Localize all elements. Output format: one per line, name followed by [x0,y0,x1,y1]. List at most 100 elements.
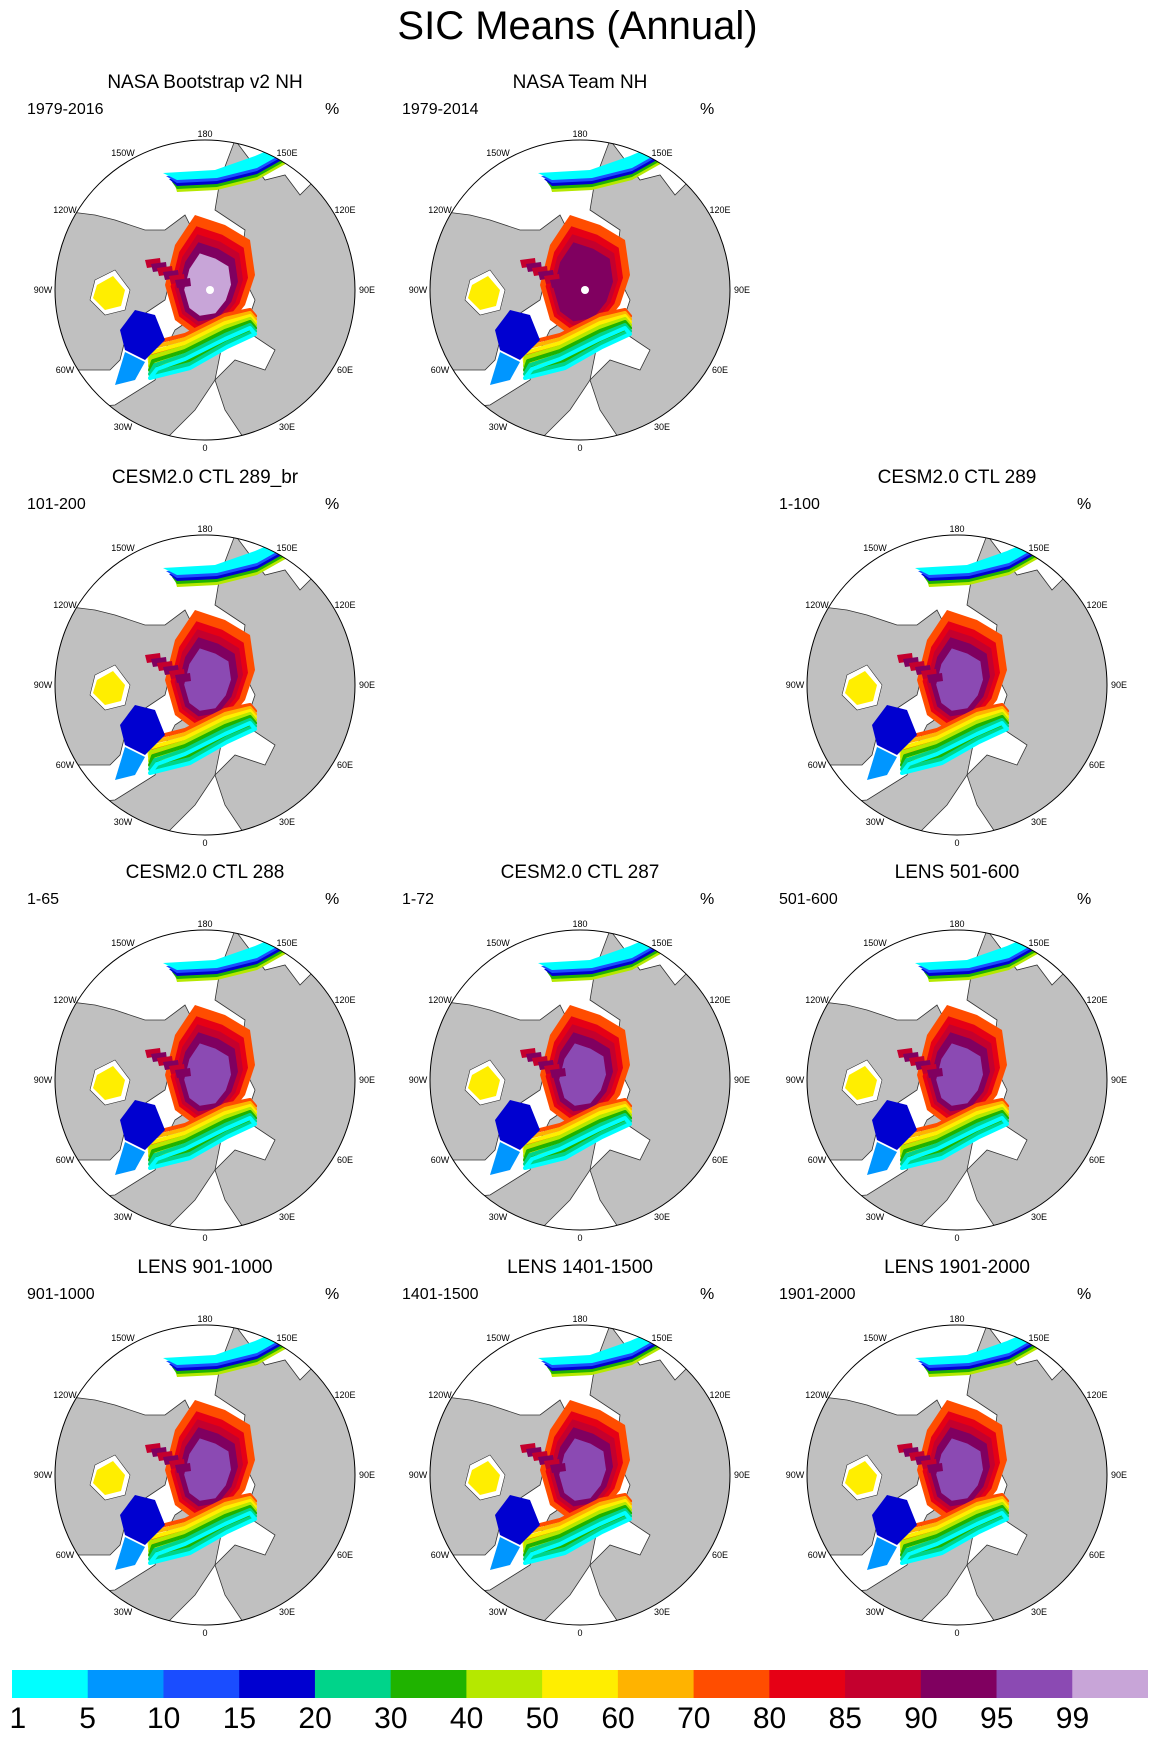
panel-period: 1401-1500 [402,1286,479,1303]
ice-marginal-band [523,326,632,380]
longitude-label: 120W [428,995,452,1005]
longitude-label: 90W [34,1075,53,1085]
ice-baffin-bay [495,310,540,360]
map-content [807,930,1107,1230]
longitude-label: 60E [712,1155,728,1165]
colorbar-label: 1 [9,1702,27,1735]
longitude-label: 90W [34,1470,53,1480]
ice-core [936,648,983,711]
colorbar-swatch [466,1670,543,1698]
ice-hudson-bay [93,1066,125,1100]
ice-baffin-bay [872,1100,917,1150]
ice-baffin-bay [495,1100,540,1150]
longitude-label: 150W [863,938,887,948]
map-content [55,1325,355,1625]
panel-unit: % [700,1286,715,1303]
ice-pacific-sector [915,1328,1041,1365]
ice-labrador-sea [115,1537,145,1570]
ice-pacific-sector [163,933,289,970]
ice-hudson-bay [93,671,125,705]
panel-title: CESM2.0 CTL 288 [125,862,285,883]
longitude-label: 150W [486,1333,510,1343]
map-content [807,1325,1107,1625]
longitude-label: 120W [428,205,452,215]
map-panel-nasa-bootstrap: 180 150E 120E 90E 60E 30E 0 30W 60W 90W 120W 150W N… [25,72,385,452]
ice-pacific-sector [538,1328,664,1365]
longitude-label: 150E [1028,1333,1049,1343]
colorbar-label: 60 [601,1702,635,1735]
polar-map: 180 150E 120E 90E 60E 30E 0 30W 60W 90W 120W 150W [786,919,1127,1242]
longitude-label: 30W [114,422,133,432]
colorbar-swatch [87,1670,164,1698]
panel-unit: % [700,101,715,118]
longitude-label: 120W [805,600,829,610]
panel-unit: % [700,891,715,908]
longitude-label: 180 [197,919,212,929]
longitude-label: 60E [337,1550,353,1560]
longitude-label: 90W [786,1075,805,1085]
panel-unit: % [325,1286,340,1303]
longitude-label: 120E [334,995,355,1005]
ice-archipelago-channel [550,1068,566,1078]
longitude-label: 60E [337,365,353,375]
longitude-label: 150E [1028,938,1049,948]
longitude-label: 30W [114,817,133,827]
panel-title: CESM2.0 CTL 289_br [111,467,299,488]
longitude-label: 30E [1031,817,1047,827]
panel-unit: % [325,101,340,118]
ice-hudson-bay [468,1066,500,1100]
longitude-label: 120E [334,205,355,215]
colorbar-label: 30 [374,1702,408,1735]
longitude-label: 60W [56,1155,75,1165]
polar-map: 180 150E 120E 90E 60E 30E 0 30W 60W 90W 120W 150W [786,1314,1127,1637]
map-panel-lens-901-1000: 180 150E 120E 90E 60E 30E 0 30W 60W 90W 120W 150W L… [25,1257,385,1637]
map-content [807,535,1107,835]
colorbar-swatch [12,1670,89,1698]
panel-period: 901-1000 [27,1286,95,1303]
panel-unit: % [1077,496,1092,513]
longitude-label: 90E [359,680,375,690]
ice-marginal-band [900,1511,1009,1565]
colorbar-label: 40 [449,1702,484,1735]
colorbar-swatch [239,1670,316,1698]
longitude-label: 30E [1031,1607,1047,1617]
polar-map: 180 150E 120E 90E 60E 30E 0 30W 60W 90W 120W 150W [409,1314,750,1637]
longitude-label: 60E [1089,760,1105,770]
ice-marginal-band [900,1116,1009,1170]
ice-baffin-bay [120,705,165,755]
longitude-label: 30E [279,1212,295,1222]
longitude-label: 180 [949,919,964,929]
longitude-label: 0 [202,838,207,847]
panel-title: CESM2.0 CTL 287 [500,862,660,883]
ice-labrador-sea [490,352,520,385]
panel-period: 1-72 [402,891,435,908]
longitude-label: 150E [1028,543,1049,553]
ice-baffin-bay [120,310,165,360]
longitude-label: 60W [808,1155,827,1165]
polar-map: 180 150E 120E 90E 60E 30E 0 30W 60W 90W 120W 150W [34,129,375,452]
map-boundary [54,929,356,1231]
main-title: SIC Means (Annual) [397,4,758,48]
colorbar-swatch [693,1670,770,1698]
ice-labrador-sea [867,1142,897,1175]
panel-period: 101-200 [27,496,86,513]
panel-period: 501-600 [779,891,838,908]
longitude-label: 150W [863,1333,887,1343]
longitude-label: 30W [489,1212,508,1222]
longitude-label: 60E [1089,1550,1105,1560]
panel-title: CESM2.0 CTL 289 [877,467,1037,488]
longitude-label: 60E [712,1550,728,1560]
longitude-label: 150E [651,148,672,158]
map-boundary [806,1324,1108,1626]
ice-hudson-bay [845,1461,877,1495]
longitude-label: 0 [577,443,582,452]
panel-title: LENS 1901-2000 [884,1257,1030,1278]
longitude-label: 60W [431,1550,450,1560]
panel-title: NASA Bootstrap v2 NH [107,72,303,93]
longitude-label: 150W [486,938,510,948]
ice-archipelago-channel [927,1463,943,1473]
polar-map: 180 150E 120E 90E 60E 30E 0 30W 60W 90W 120W 150W [786,524,1127,847]
longitude-label: 180 [197,129,212,139]
ice-marginal-band [148,326,257,380]
longitude-label: 90W [34,285,53,295]
